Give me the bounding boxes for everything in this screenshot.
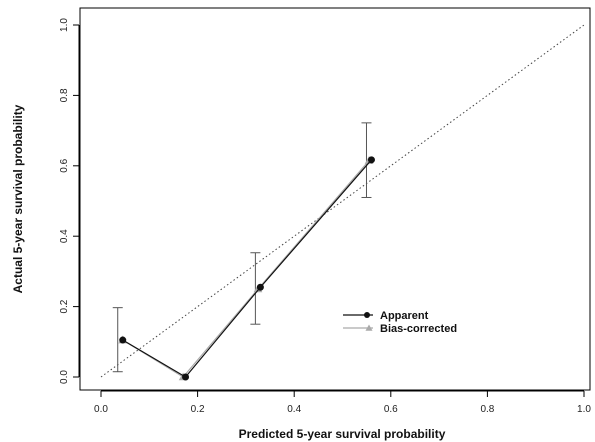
x-tick-label: 0.6 [384,404,398,415]
data-point-apparent [256,283,264,291]
y-tick-label: 0.2 [59,299,70,313]
y-axis-title: Actual 5-year survival probability [11,104,25,293]
data-point-apparent [367,156,375,164]
plot-frame [79,7,591,391]
error-bar-layer [112,122,372,373]
legend-marker-bias-corrected [365,324,373,331]
ideal-calibration-line [100,24,585,378]
x-tick-label: 0.2 [191,404,205,415]
x-tick-label: 1.0 [577,404,591,415]
x-tick-label: 0.4 [287,404,301,415]
y-tick-label: 0.4 [59,229,70,243]
y-tick-label: 0.0 [59,370,70,384]
y-tick-label: 0.8 [59,88,70,102]
legend-marker-apparent [364,312,370,318]
x-axis: 0.0 0.2 0.4 0.6 0.8 1.0 [94,390,591,415]
legend-label-bias-corrected: Bias-corrected [380,323,457,335]
series-line-apparent [122,159,372,378]
series-layer [118,155,375,381]
y-tick-label: 1.0 [59,18,70,32]
legend-label-apparent: Apparent [380,310,429,322]
x-axis-title: Predicted 5-year survival probability [239,427,446,441]
x-tick-label: 0.8 [480,404,494,415]
data-point-apparent [119,336,127,344]
y-tick-label: 0.6 [59,158,70,172]
data-point-apparent [182,373,190,381]
series-line-bias-corrected [122,160,370,378]
reference-line-layer [100,24,585,378]
y-axis: 0.0 0.2 0.4 0.6 0.8 1.0 [59,18,80,384]
x-tick-label: 0.0 [94,404,108,415]
